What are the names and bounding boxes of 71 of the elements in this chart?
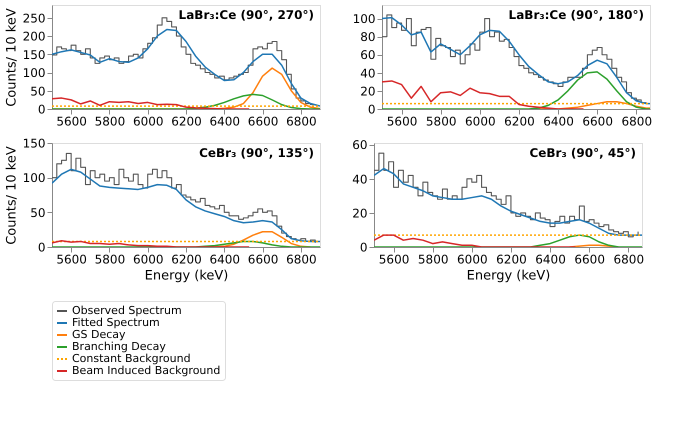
y-tick-label: 60	[360, 48, 376, 62]
line-series	[52, 28, 320, 107]
y-tick-label: 100	[22, 171, 46, 186]
chart-title: CeBr₃ (90°, 45°)	[529, 146, 636, 160]
x-axis-title: Energy (keV)	[144, 268, 228, 284]
y-tick-label: 150	[22, 48, 46, 62]
x-tick-label: 5600	[378, 252, 410, 266]
y-tick-label: 80	[360, 30, 376, 44]
line-series	[214, 230, 312, 247]
x-tick-label: 6800	[286, 252, 317, 266]
y-tick-label: 100	[22, 66, 46, 80]
legend-label: Fitted Spectrum	[72, 316, 160, 329]
y-tick-label: 50	[30, 84, 46, 98]
legend-label: Beam Induced Background	[72, 364, 220, 377]
y-axis-title: Counts/ 10 keV	[4, 146, 20, 245]
chart-title: LaBr₃:Ce (90°, 180°)	[508, 8, 644, 22]
x-tick-label: 6800	[286, 114, 317, 128]
y-tick-label: 20	[360, 84, 376, 98]
x-tick-label: 5800	[94, 252, 126, 266]
chart-title: LaBr₃:Ce (90°, 270°)	[178, 8, 314, 22]
x-tick-label: 6200	[504, 114, 535, 128]
x-tick-label: 5600	[386, 114, 418, 128]
line-series	[374, 234, 576, 247]
legend-label: Constant Background	[72, 352, 191, 365]
x-tick-label: 6400	[543, 114, 574, 128]
line-series	[52, 240, 250, 247]
y-tick-label: 20	[352, 206, 368, 220]
x-tick-label: 6400	[210, 252, 240, 266]
chart-title: CeBr₃ (90°, 135°)	[199, 146, 314, 160]
x-tick-label: 6200	[171, 252, 202, 266]
x-tick-label: 5600	[56, 114, 87, 128]
line-series	[52, 168, 320, 242]
line-series	[374, 168, 642, 236]
y-axis-title: Counts/ 10 keV	[4, 8, 20, 107]
x-tick-label: 6800	[622, 114, 652, 128]
y-tick-label: 150	[22, 136, 46, 150]
line-series	[52, 97, 250, 109]
y-tick-label: 0	[38, 102, 46, 116]
x-axis-title: Energy (keV)	[466, 268, 550, 284]
x-tick-label: 6400	[535, 252, 566, 266]
y-tick-label: 0	[38, 240, 46, 254]
y-tick-label: 50	[30, 206, 46, 220]
x-tick-label: 5800	[418, 252, 448, 266]
x-tick-label: 6200	[171, 114, 202, 128]
x-tick-label: 6600	[248, 114, 278, 128]
y-tick-label: 60	[352, 138, 368, 152]
legend-label: Branching Decay	[72, 340, 166, 353]
y-tick-label: 40	[360, 66, 376, 80]
y-tick-label: 200	[22, 30, 46, 44]
y-tick-label: 0	[360, 240, 368, 254]
y-tick-label: 250	[22, 11, 46, 26]
x-tick-label: 5800	[426, 114, 456, 128]
x-tick-label: 6600	[574, 252, 605, 266]
x-tick-label: 6600	[582, 114, 613, 128]
line-series	[382, 80, 584, 109]
legend-label: GS Decay	[72, 328, 126, 341]
x-tick-label: 5800	[94, 114, 126, 128]
y-tick-label: 40	[352, 172, 368, 186]
y-tick-label: 100	[352, 12, 376, 26]
x-tick-label: 6400	[210, 114, 240, 128]
x-tick-label: 6000	[132, 252, 164, 266]
x-tick-label: 6000	[457, 252, 488, 266]
x-tick-label: 6000	[465, 114, 496, 128]
x-tick-label: 6200	[496, 252, 527, 266]
y-tick-label: 0	[368, 102, 376, 116]
line-series	[538, 101, 650, 109]
x-tick-label: 6600	[248, 252, 278, 266]
x-tick-label: 5600	[56, 252, 87, 266]
x-tick-label: 6000	[132, 114, 164, 128]
legend-label: Observed Spectrum	[72, 304, 182, 317]
x-tick-label: 6800	[614, 252, 644, 266]
